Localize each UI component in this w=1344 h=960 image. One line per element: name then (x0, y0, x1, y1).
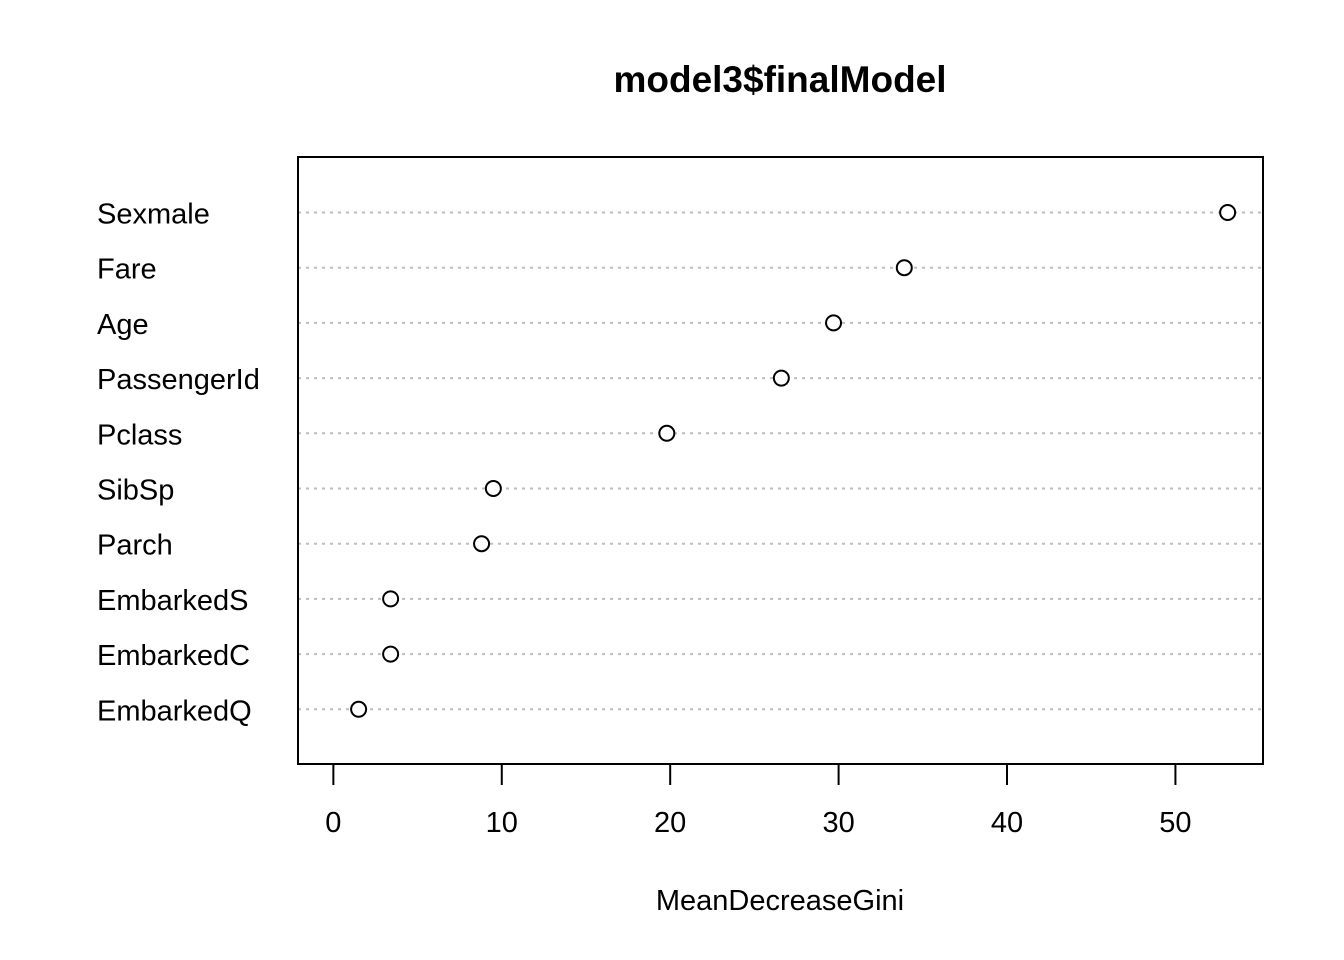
category-label: Parch (97, 530, 173, 562)
category-label: EmbarkedS (97, 585, 249, 617)
plot-frame (297, 156, 1264, 765)
chart-title: model3$finalModel (613, 59, 946, 100)
data-point (772, 369, 790, 387)
x-tick-label: 10 (486, 807, 518, 839)
category-label: SibSp (97, 475, 174, 507)
x-tick-label: 20 (654, 807, 686, 839)
data-point (473, 535, 491, 553)
gridlines (298, 211, 1263, 711)
data-point (825, 314, 843, 332)
data-point (382, 645, 400, 663)
data-point (895, 259, 913, 277)
x-tick-label: 30 (822, 807, 854, 839)
data-point (350, 700, 368, 718)
data-point (382, 590, 400, 608)
category-label: Pclass (97, 419, 182, 451)
x-tick-label: 50 (1159, 807, 1191, 839)
data-points (350, 204, 1237, 718)
x-axis: 0 10 20 30 40 50 (325, 763, 1192, 839)
data-point (1219, 204, 1237, 221)
data-point (658, 424, 676, 442)
category-label: Sexmale (97, 199, 210, 231)
category-labels: Sexmale Fare Age PassengerId Pclass SibSp Parc… (97, 199, 260, 728)
x-axis-label: MeanDecreaseGini (656, 885, 904, 917)
data-point (484, 480, 502, 497)
x-tick-label: 40 (991, 807, 1023, 839)
category-label: PassengerId (97, 364, 260, 396)
x-tick-label: 0 (325, 807, 341, 839)
category-label: Age (97, 309, 149, 341)
category-label: EmbarkedC (97, 640, 250, 672)
category-label: Fare (97, 254, 157, 286)
category-label: EmbarkedQ (97, 695, 252, 727)
